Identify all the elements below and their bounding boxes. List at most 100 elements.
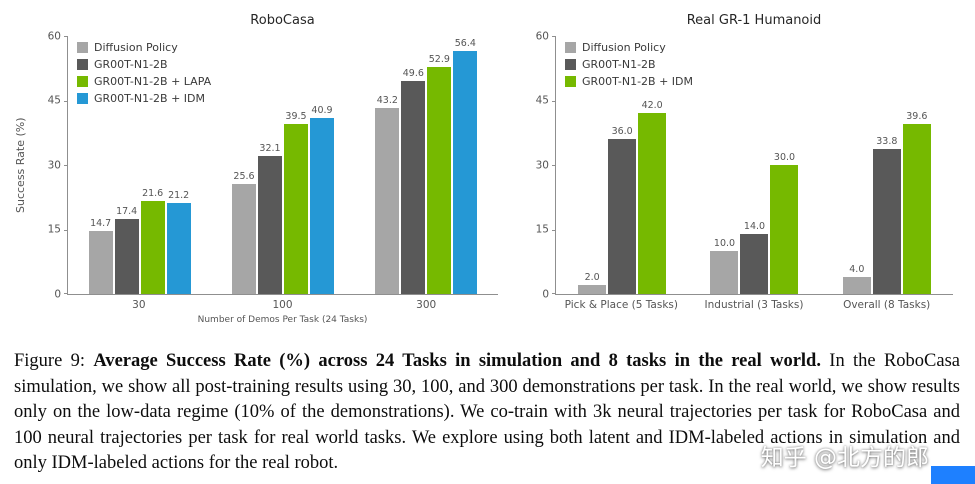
legend-label: Diffusion Policy: [582, 41, 666, 54]
y-tick-mark: [64, 165, 68, 166]
bar: 30.0: [770, 152, 799, 294]
bar-group: 4.0 33.8 39.6: [821, 111, 953, 294]
bar: 21.2: [166, 190, 191, 294]
plot-area: 0 15 30 45 60 14.7 17.4 21.6 21.2 25.6 32.1 39.5 40.…: [48, 31, 498, 299]
x-labels: Pick & Place (5 Tasks) Industrial (3 Task…: [555, 299, 953, 311]
watermark-accent-box: [931, 466, 975, 484]
caption-bold-title: Average Success Rate (%) across 24 Tasks…: [93, 351, 821, 371]
bar-groups: 14.7 17.4 21.6 21.2 25.6 32.1 39.5 40.9 43.2 49.6…: [68, 36, 498, 294]
bar: 36.0: [608, 126, 637, 294]
bar-value-label: 39.5: [285, 111, 307, 123]
chart-title: Real GR-1 Humanoid: [686, 13, 822, 28]
caption-body: In the RoboCasa simulation, we show all …: [14, 351, 960, 473]
bar: 43.2: [375, 95, 400, 294]
bar-value-label: 10.0: [713, 238, 736, 249]
watermark-text: 知乎 @北方的郎: [760, 445, 929, 471]
chart-robocasa: RoboCasa Success Rate (%) 0 15 30 45 60 14.7 1…: [10, 6, 508, 336]
y-tick-mark: [552, 293, 556, 294]
bar-group: 14.7 17.4 21.6 21.2: [68, 188, 211, 294]
bar: 4.0: [842, 264, 871, 294]
y-tick-mark: [64, 36, 68, 37]
legend-label: GR00T-N1-2B + IDM: [94, 92, 205, 105]
bar: 39.5: [283, 111, 308, 294]
bar-value-label: 4.0: [849, 263, 865, 275]
charts-row: RoboCasa Success Rate (%) 0 15 30 45 60 14.7 1…: [10, 6, 963, 336]
y-tick-label: 45: [47, 94, 61, 107]
legend-entry: GR00T-N1-2B + LAPA: [77, 75, 211, 88]
legend-swatch: [77, 76, 88, 87]
legend: Diffusion Policy GR00T-N1-2B GR00T-N1-2B +…: [77, 41, 211, 105]
legend-entry: GR00T-N1-2B: [565, 58, 693, 71]
bar-value-label: 33.8: [876, 135, 898, 147]
bar-value-label: 52.9: [428, 53, 450, 65]
x-axis-title: Number of Demos Per Task (24 Tasks): [197, 315, 368, 325]
legend-swatch: [565, 42, 576, 53]
bar: 40.9: [309, 105, 334, 294]
y-tick-label: 15: [535, 223, 549, 236]
y-tick-label: 60: [535, 29, 549, 42]
bar-groups: 2.0 36.0 42.0 10.0 14.0 30.0 4.0 33.8 39.6: [556, 36, 953, 294]
bar-value-label: 21.2: [168, 189, 190, 201]
y-tick-mark: [552, 229, 556, 231]
legend-label: GR00T-N1-2B + IDM: [582, 75, 693, 88]
y-tick-label: 45: [535, 94, 549, 107]
bar-value-label: 40.9: [311, 105, 333, 117]
bar-value-label: 32.1: [259, 142, 281, 154]
bar-value-label: 14.7: [90, 217, 112, 229]
y-tick-mark: [552, 36, 556, 37]
x-tick-label: Overall (8 Tasks): [843, 299, 931, 311]
bar: 17.4: [114, 206, 139, 294]
x-tick-label: 30: [132, 299, 146, 311]
x-tick-label: Pick & Place (5 Tasks): [564, 299, 678, 311]
legend-label: GR00T-N1-2B + LAPA: [94, 75, 212, 88]
bar-value-label: 2.0: [584, 272, 600, 284]
x-tick-label: Industrial (3 Tasks): [704, 299, 804, 311]
y-axis-title: Success Rate (%): [14, 117, 27, 213]
bar-group: 43.2 49.6 52.9 56.4: [355, 38, 498, 294]
figure-caption: Figure 9: Average Success Rate (%) acros…: [0, 336, 975, 477]
y-tick-mark: [64, 100, 68, 102]
x-labels: 30 100 300: [67, 299, 498, 311]
legend-swatch: [565, 76, 576, 87]
bar-value-label: 25.6: [233, 170, 255, 182]
bar-group: 25.6 32.1 39.5 40.9: [211, 105, 354, 294]
y-tick-mark: [552, 100, 556, 102]
bar-value-label: 42.0: [641, 100, 663, 112]
bar-value-label: 39.6: [906, 110, 928, 122]
y-tick-label: 30: [535, 158, 549, 171]
bar: 32.1: [257, 143, 282, 294]
chart-title: RoboCasa: [250, 13, 315, 28]
y-tick-label: 60: [47, 29, 61, 42]
legend-swatch: [565, 59, 576, 70]
legend-entry: Diffusion Policy: [77, 41, 211, 54]
y-tick-label: 15: [47, 223, 61, 236]
bar: 2.0: [578, 272, 607, 294]
y-tick-mark: [552, 165, 556, 166]
bar: 14.0: [740, 221, 769, 294]
bar-value-label: 36.0: [611, 126, 633, 138]
legend-label: GR00T-N1-2B: [94, 58, 168, 71]
bar: 52.9: [427, 54, 452, 294]
bar-value-label: 21.6: [142, 188, 164, 200]
y-tick-label: 0: [54, 287, 61, 300]
bar-value-label: 14.0: [743, 220, 766, 232]
y-tick-mark: [64, 293, 68, 294]
bar: 56.4: [453, 38, 478, 294]
y-tick-label: 0: [542, 287, 549, 300]
chart-real-gr1-humanoid: Real GR-1 Humanoid 0 15 30 45 60 2.0 36.0 42.0 1…: [508, 6, 963, 336]
legend-swatch: [77, 59, 88, 70]
bar-value-label: 43.2: [376, 95, 398, 107]
bar-value-label: 49.6: [402, 67, 424, 79]
bar: 21.6: [140, 188, 165, 294]
bar: 33.8: [872, 136, 901, 294]
bar-value-label: 56.4: [454, 38, 476, 50]
legend-swatch: [77, 93, 88, 104]
legend-label: GR00T-N1-2B: [582, 58, 656, 71]
bar-group: 10.0 14.0 30.0: [688, 152, 820, 294]
legend-entry: GR00T-N1-2B: [77, 58, 211, 71]
y-tick-mark: [64, 229, 68, 231]
legend-label: Diffusion Policy: [94, 41, 178, 54]
bar: 49.6: [401, 68, 426, 294]
y-tick-label: 30: [47, 158, 61, 171]
